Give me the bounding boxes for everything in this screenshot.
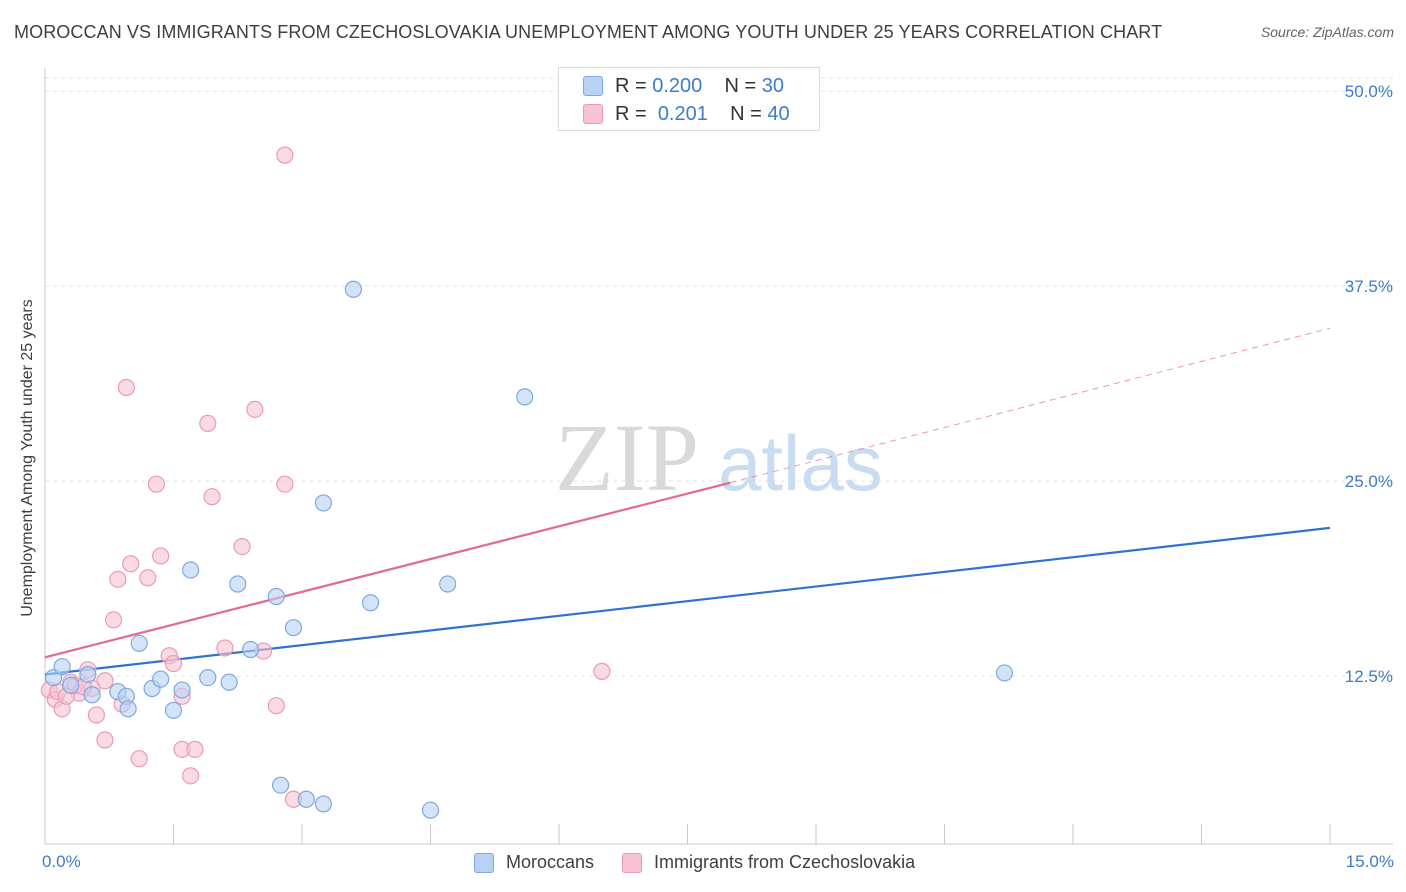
watermark-zip: ZIP (555, 404, 699, 511)
legend-r-label: R = (615, 102, 647, 125)
legend-r-label: R = (615, 74, 647, 97)
point-czechoslovakia (216, 639, 234, 657)
point-czechoslovakia (87, 706, 106, 724)
point-moroccans (199, 668, 217, 687)
y-axis-label: Unemployment Among Youth under 25 years (19, 299, 36, 617)
point-moroccans (119, 700, 137, 718)
point-moroccans (152, 670, 170, 688)
point-moroccans (164, 701, 183, 719)
legend-item-czechoslovakia: Immigrants from Czechoslovakia (622, 852, 915, 873)
point-czechoslovakia (246, 400, 264, 418)
point-moroccans (297, 790, 315, 808)
point-czechoslovakia (276, 146, 294, 164)
stats-legend: R = 0.200 N = 30 R = 0.201 N = 40 (558, 67, 820, 131)
point-moroccans (271, 776, 290, 794)
point-moroccans (284, 619, 303, 637)
point-czechoslovakia (267, 697, 285, 715)
axes-layer (44, 68, 1393, 845)
point-czechoslovakia (276, 475, 294, 493)
point-moroccans (182, 561, 200, 579)
legend-item-moroccans: Moroccans (474, 852, 594, 873)
y-tick-label: 50.0% (1345, 82, 1393, 101)
x-tick-label-min: 0.0% (42, 852, 81, 871)
legend-n-label: N = (724, 74, 757, 97)
point-czechoslovakia (182, 767, 200, 785)
point-czechoslovakia (130, 750, 148, 768)
legend-r-value: 0.201 (657, 102, 708, 125)
point-czechoslovakia (147, 475, 165, 493)
point-moroccans (361, 594, 380, 612)
y-tick-labels: 12.5% 25.0% 37.5% 50.0% (1345, 82, 1393, 686)
legend-label-czechoslovakia: Immigrants from Czechoslovakia (654, 852, 916, 872)
point-czechoslovakia (122, 555, 140, 573)
point-moroccans (173, 681, 191, 699)
point-moroccans (421, 801, 440, 819)
point-czechoslovakia (96, 672, 114, 690)
legend-r-value: 0.200 (652, 74, 703, 97)
point-moroccans (516, 388, 534, 406)
y-tick-label: 37.5% (1345, 277, 1393, 296)
point-moroccans (267, 587, 285, 606)
point-czechoslovakia (152, 547, 170, 565)
point-czechoslovakia (109, 570, 127, 588)
point-czechoslovakia (199, 414, 217, 432)
watermark-atlas: atlas (718, 419, 883, 507)
legend-swatch-blue (474, 852, 494, 873)
trendline-czechoslovakia-extrapolated (730, 327, 1331, 484)
point-czechoslovakia (164, 654, 183, 673)
point-moroccans (314, 795, 333, 813)
point-moroccans (220, 673, 238, 691)
point-czechoslovakia (203, 488, 221, 506)
watermark: ZIP atlas (555, 404, 883, 511)
x-tick-label-max: 15.0% (1345, 852, 1394, 871)
point-moroccans (995, 664, 1014, 682)
points-layer (40, 146, 1014, 819)
legend-swatch-pink (583, 104, 603, 124)
legend-swatch-blue (583, 76, 603, 96)
point-czechoslovakia (233, 537, 251, 556)
chart-title: MOROCCAN VS IMMIGRANTS FROM CZECHOSLOVAK… (14, 22, 1163, 42)
point-moroccans (242, 640, 260, 659)
point-moroccans (229, 575, 247, 593)
legend-label-moroccans: Moroccans (506, 852, 595, 872)
legend-n-value: 30 (761, 74, 785, 97)
series-legend: Moroccans Immigrants from Czechoslovakia (474, 852, 943, 873)
point-moroccans (130, 634, 148, 652)
legend-n-value: 40 (767, 102, 790, 125)
point-czechoslovakia (104, 611, 123, 629)
y-tick-label: 12.5% (1345, 667, 1393, 686)
legend-row-moroccans: R = 0.200 N = 30 (583, 72, 784, 100)
point-moroccans (79, 665, 97, 684)
legend-swatch-pink (622, 852, 643, 873)
point-moroccans (53, 658, 71, 676)
source-note: Source: ZipAtlas.com (1260, 24, 1394, 40)
point-moroccans (83, 686, 101, 704)
point-moroccans (439, 575, 457, 593)
y-tick-label: 25.0% (1345, 472, 1393, 491)
point-czechoslovakia (593, 662, 611, 680)
point-czechoslovakia (139, 569, 157, 587)
point-czechoslovakia (96, 731, 114, 749)
point-czechoslovakia (186, 740, 204, 758)
trendline-czechoslovakia (44, 481, 731, 659)
grid-layer (45, 77, 1393, 677)
point-moroccans (314, 494, 333, 512)
point-moroccans (344, 280, 362, 298)
point-czechoslovakia (117, 378, 135, 397)
legend-n-label: N = (730, 102, 762, 125)
point-moroccans (62, 676, 80, 694)
legend-row-czechoslovakia: R = 0.201 N = 40 (583, 100, 790, 128)
